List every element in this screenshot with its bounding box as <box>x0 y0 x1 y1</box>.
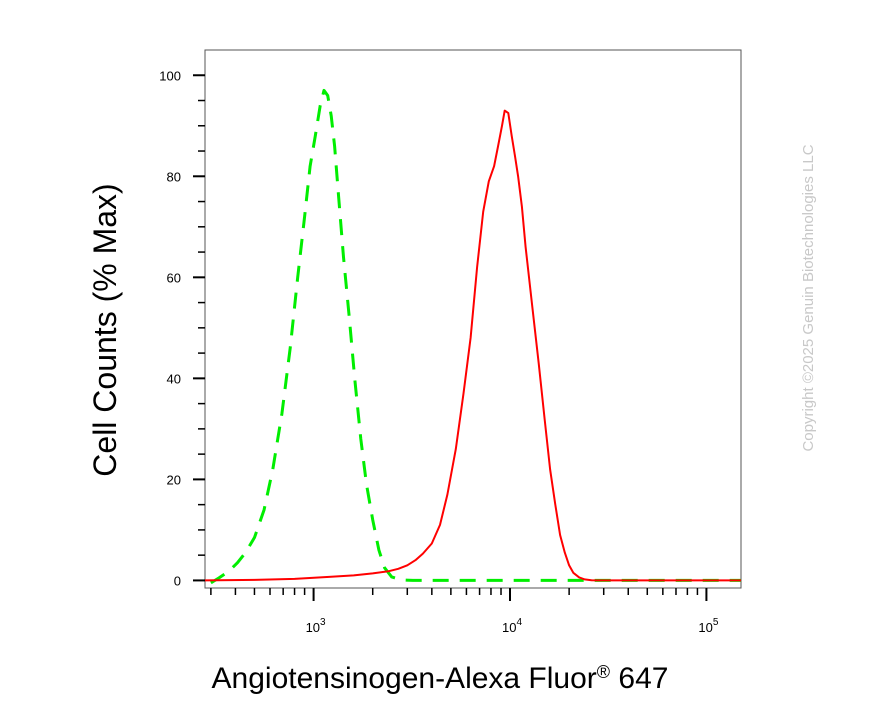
x-axis-label-suffix: 647 <box>610 662 668 695</box>
y-tick-label: 40 <box>167 371 181 386</box>
y-axis-tick-labels: 0 20 40 60 80 100 <box>159 68 181 588</box>
copyright-watermark: Copyright ©2025 Genuin Biotechnologies L… <box>800 144 817 451</box>
solid-red-histogram-line <box>204 109 741 582</box>
x-axis-ticks <box>210 588 708 601</box>
y-tick-label: 20 <box>167 472 181 487</box>
x-axis-label-main: Angiotensinogen-Alexa Fluor <box>212 662 597 695</box>
y-tick-label: 0 <box>174 573 181 588</box>
y-axis-label: Cell Counts (% Max) <box>87 183 123 476</box>
y-tick-label: 80 <box>167 169 181 184</box>
y-tick-label: 60 <box>167 270 181 285</box>
x-tick-label: 105 <box>698 617 718 635</box>
y-axis-ticks <box>193 74 205 582</box>
y-tick-label: 100 <box>159 68 181 83</box>
series-group <box>204 88 741 585</box>
x-tick-label: 103 <box>306 617 326 635</box>
dashed-green-histogram-line <box>210 88 741 585</box>
x-axis-tick-labels: 103 104 105 <box>306 617 719 635</box>
plot-frame <box>204 49 742 589</box>
x-axis-label-superscript: ® <box>597 662 610 682</box>
x-axis-label: Angiotensinogen-Alexa Fluor® 647 <box>212 662 669 695</box>
x-tick-label: 104 <box>502 617 522 635</box>
